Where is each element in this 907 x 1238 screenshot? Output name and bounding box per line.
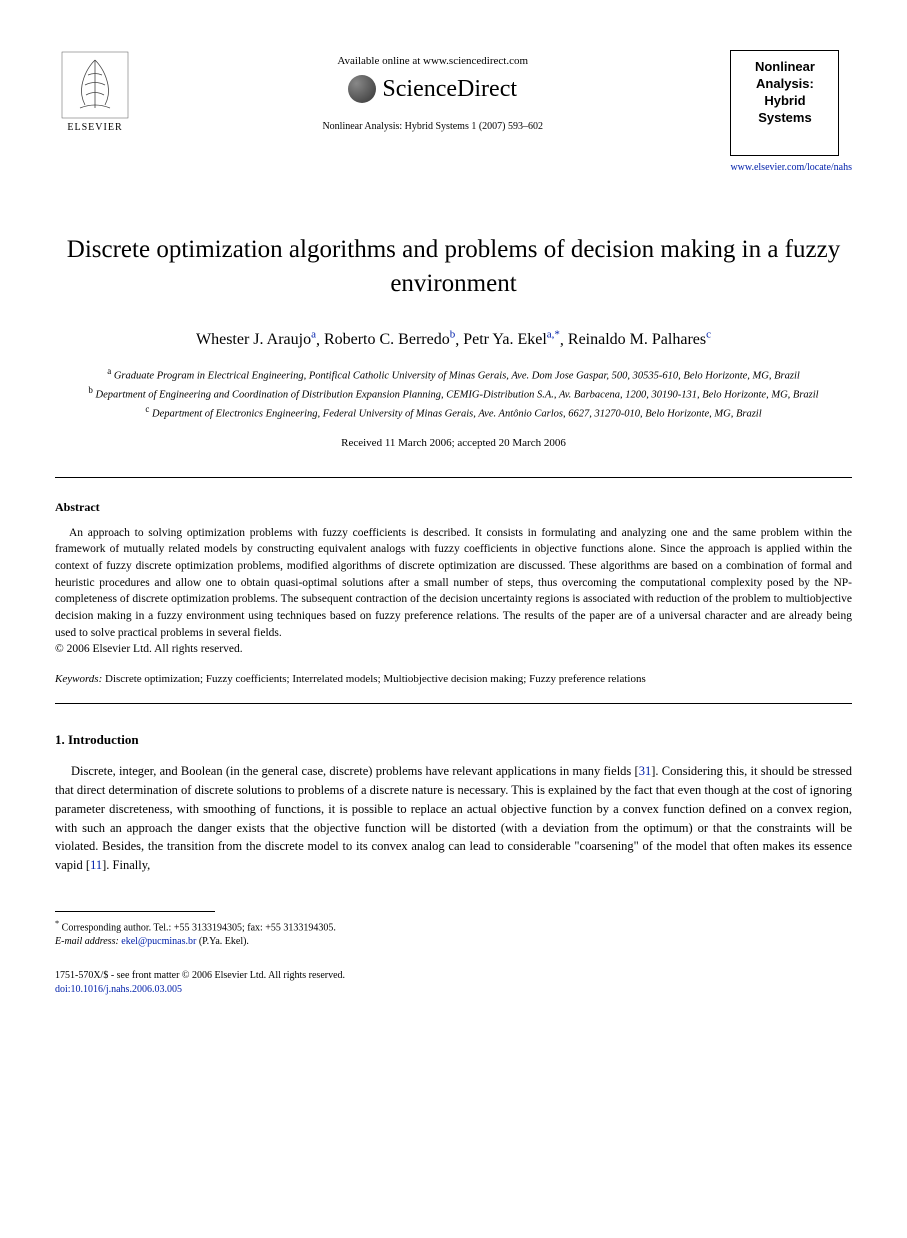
affiliation-a-text: Graduate Program in Electrical Engineeri… [114,370,800,381]
page-container: ELSEVIER Available online at www.science… [0,0,907,1037]
header-row: ELSEVIER Available online at www.science… [55,50,852,173]
journal-box-wrap: Nonlinear Analysis: Hybrid Systems www.e… [730,50,852,173]
divider-top [55,477,852,478]
corresponding-author: * Corresponding author. Tel.: +55 313319… [55,918,852,935]
journal-box-line4: Systems [758,110,811,125]
affiliations-block: a Graduate Program in Electrical Enginee… [55,365,852,423]
affiliation-b: b Department of Engineering and Coordina… [55,384,852,403]
abstract-copyright: © 2006 Elsevier Ltd. All rights reserved… [55,643,852,655]
journal-box-line2: Analysis: [756,76,814,91]
email-label: E-mail address: [55,936,119,947]
sciencedirect-ball-icon [348,75,376,103]
page-footer: 1751-570X/$ - see front matter © 2006 El… [55,969,852,997]
footnote-block: * Corresponding author. Tel.: +55 313319… [55,918,852,949]
elsevier-tree-icon [60,50,130,120]
doi-link[interactable]: doi:10.1016/j.nahs.2006.03.005 [55,983,852,997]
article-dates: Received 11 March 2006; accepted 20 Marc… [55,437,852,449]
author-2: Roberto C. Berredob [324,331,455,348]
author-3-aff[interactable]: a,* [547,329,560,341]
author-4-name: Reinaldo M. Palhares [568,331,706,348]
author-1: Whester J. Araujoa [196,331,316,348]
elsevier-name: ELSEVIER [67,122,122,133]
author-2-aff[interactable]: b [450,329,456,341]
author-4: Reinaldo M. Palharesc [568,331,711,348]
available-online-text: Available online at www.sciencedirect.co… [135,55,730,67]
email-line: E-mail address: ekel@pucminas.br (P.Ya. … [55,935,852,949]
affiliation-c: c Department of Electronics Engineering,… [55,403,852,422]
sciencedirect-text: ScienceDirect [382,76,517,103]
journal-box-line1: Nonlinear [755,59,815,74]
intro-text-a: Discrete, integer, and Boolean (in the g… [71,764,639,778]
keywords-label: Keywords: [55,673,102,685]
journal-cover-box: Nonlinear Analysis: Hybrid Systems [730,50,839,156]
abstract-body: An approach to solving optimization prob… [55,525,852,642]
elsevier-logo: ELSEVIER [55,50,135,140]
ref-link-31[interactable]: 31 [639,764,652,778]
authors-line: Whester J. Araujoa, Roberto C. Berredob,… [55,329,852,349]
intro-paragraph: Discrete, integer, and Boolean (in the g… [55,762,852,875]
center-header: Available online at www.sciencedirect.co… [135,50,730,132]
affiliation-a: a Graduate Program in Electrical Enginee… [55,365,852,384]
author-4-aff[interactable]: c [706,329,711,341]
intro-text-c: ]. Finally, [102,858,150,872]
keywords-text: Discrete optimization; Fuzzy coefficient… [105,673,646,685]
sciencedirect-brand: ScienceDirect [135,75,730,103]
intro-text-b: ]. Considering this, it should be stress… [55,764,852,872]
author-1-aff[interactable]: a [311,329,316,341]
divider-bottom [55,703,852,704]
affiliation-c-text: Department of Electronics Engineering, F… [152,409,762,420]
article-title: Discrete optimization algorithms and pro… [55,233,852,301]
author-1-name: Whester J. Araujo [196,331,311,348]
journal-url-link[interactable]: www.elsevier.com/locate/nahs [730,162,852,173]
affiliation-b-text: Department of Engineering and Coordinati… [96,390,819,401]
email-name: (P.Ya. Ekel). [199,936,249,947]
keywords-line: Keywords: Discrete optimization; Fuzzy c… [55,673,852,685]
journal-reference: Nonlinear Analysis: Hybrid Systems 1 (20… [135,121,730,132]
journal-box-line3: Hybrid [764,93,805,108]
ref-link-11[interactable]: 11 [90,858,102,872]
journal-box-title: Nonlinear Analysis: Hybrid Systems [737,59,832,127]
author-2-name: Roberto C. Berredo [324,331,450,348]
corresponding-text: Corresponding author. Tel.: +55 31331943… [62,922,336,933]
abstract-heading: Abstract [55,500,852,515]
author-3-name: Petr Ya. Ekel [463,331,547,348]
footnote-rule [55,911,215,912]
email-link[interactable]: ekel@pucminas.br [121,936,196,947]
issn-line: 1751-570X/$ - see front matter © 2006 El… [55,969,852,983]
author-3: Petr Ya. Ekela,* [463,331,560,348]
section-1-heading: 1. Introduction [55,732,852,748]
